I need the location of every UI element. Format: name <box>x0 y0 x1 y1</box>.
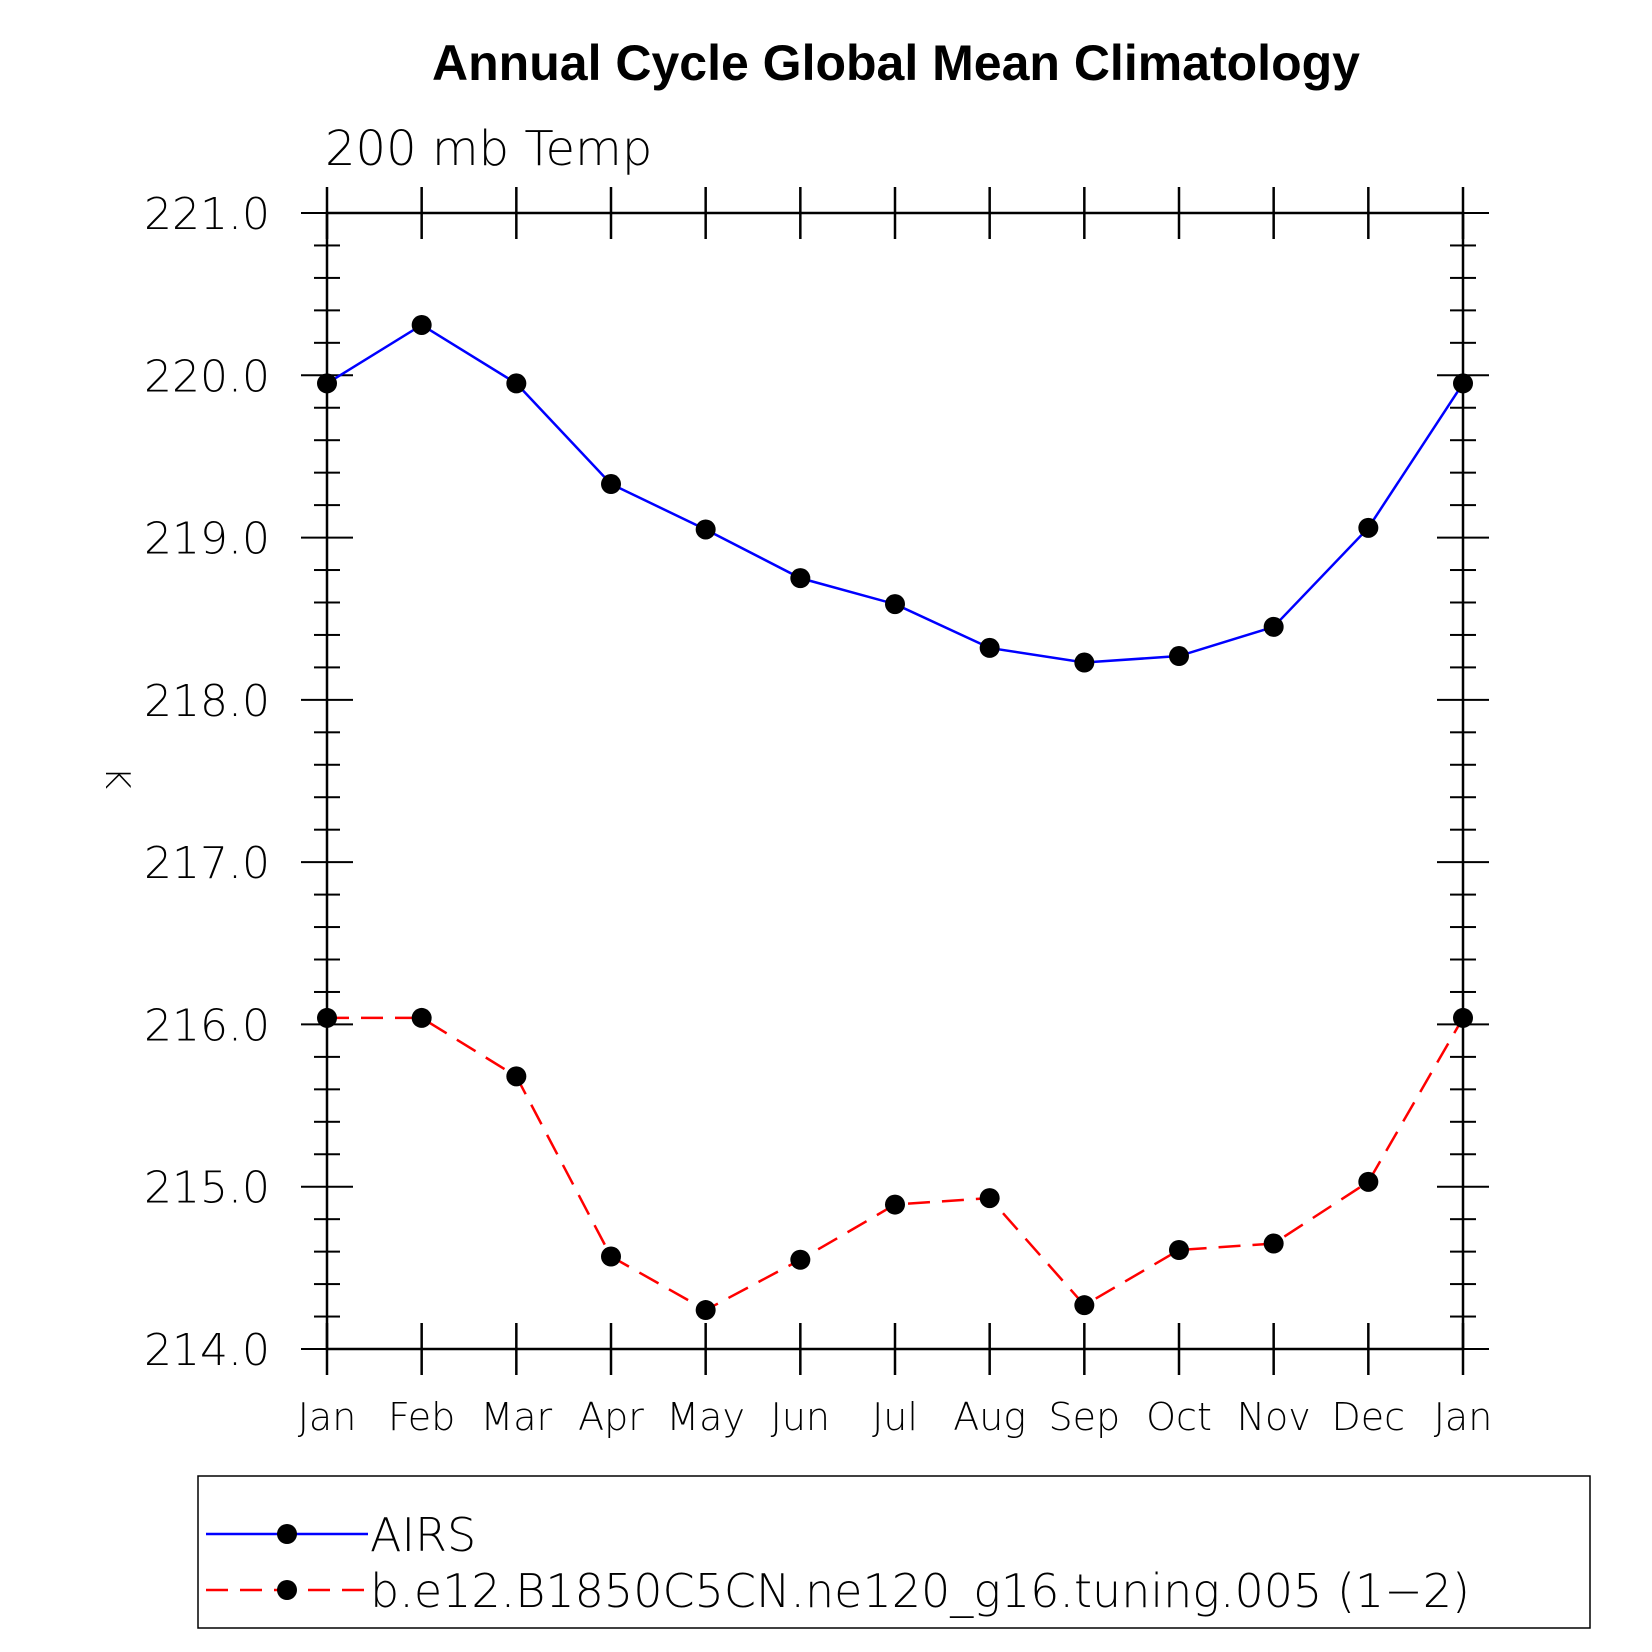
x-tick-label: May <box>666 1395 745 1439</box>
data-point <box>790 568 811 589</box>
series-layer <box>317 314 1473 1321</box>
x-tick-label: Nov <box>1237 1395 1311 1439</box>
legend-label: AIRS <box>370 1508 476 1562</box>
y-tick-label: 216.0 <box>144 1000 270 1051</box>
x-tick-label: Aug <box>953 1395 1026 1439</box>
data-point <box>317 1007 337 1028</box>
legend-box <box>197 1475 1591 1629</box>
data-point <box>790 1249 811 1270</box>
x-tick-label: Sep <box>1049 1395 1121 1439</box>
data-point <box>1453 373 1473 394</box>
x-axis-ticks: Jan Feb Mar Apr May Jun Jul Aug Sep Oct Nov Dec Jan <box>298 187 1493 1439</box>
chart-title: Annual Cycle Global Mean Climatology <box>432 35 1360 91</box>
data-point <box>1453 1007 1473 1028</box>
y-tick-label: 215.0 <box>144 1163 270 1214</box>
data-point <box>695 519 716 540</box>
x-tick-label: Jan <box>1434 1395 1493 1439</box>
data-point <box>601 1246 621 1267</box>
y-tick-label: 221.0 <box>144 189 270 240</box>
data-point <box>411 314 432 335</box>
data-point <box>695 1300 716 1321</box>
y-tick-label: 217.0 <box>144 838 270 889</box>
data-point <box>506 373 527 394</box>
x-tick-label: Feb <box>388 1395 455 1439</box>
data-point <box>1263 1233 1284 1254</box>
data-point <box>979 1188 1000 1209</box>
y-tick-label: 220.0 <box>144 351 270 402</box>
x-tick-label: Mar <box>480 1395 552 1439</box>
y-tick-label: 218.0 <box>144 676 270 727</box>
legend-marker <box>277 1580 297 1600</box>
data-point <box>317 373 337 394</box>
data-point <box>1074 1295 1095 1316</box>
data-point <box>1074 652 1095 673</box>
x-tick-label: Jul <box>872 1395 918 1439</box>
y-axis-label: K <box>97 767 137 789</box>
data-point <box>979 637 1000 658</box>
chart-subtitle: 200 mb Temp <box>325 121 652 177</box>
y-axis-ticks: 214.0 215.0 216.0 217.0 218.0 219.0 220.0 221.0 <box>144 189 1489 1376</box>
x-tick-label: Apr <box>578 1395 644 1439</box>
x-tick-label: Jan <box>298 1395 357 1439</box>
plot-area-frame <box>325 211 1465 1351</box>
data-point <box>1263 616 1284 637</box>
data-point <box>411 1007 432 1028</box>
legend-marker <box>277 1524 297 1544</box>
data-point <box>1358 517 1379 538</box>
data-point <box>506 1066 527 1087</box>
y-tick-label: 214.0 <box>144 1325 270 1376</box>
x-tick-label: Oct <box>1146 1395 1212 1439</box>
x-tick-label: Jun <box>771 1395 830 1439</box>
legend-label: b.e12.B1850C5CN.ne120_g16.tuning.005 (1−… <box>370 1564 1470 1618</box>
data-point <box>1169 1240 1189 1261</box>
x-tick-label: Dec <box>1332 1395 1406 1439</box>
y-tick-label: 219.0 <box>144 514 270 565</box>
legend: AIRSb.e12.B1850C5CN.ne120_g16.tuning.005… <box>206 1508 1470 1618</box>
series-line <box>327 1016 1465 1312</box>
data-point <box>1358 1171 1379 1192</box>
data-point <box>601 474 621 495</box>
data-point <box>885 594 905 615</box>
data-point <box>885 1194 905 1215</box>
data-point <box>1169 646 1189 667</box>
